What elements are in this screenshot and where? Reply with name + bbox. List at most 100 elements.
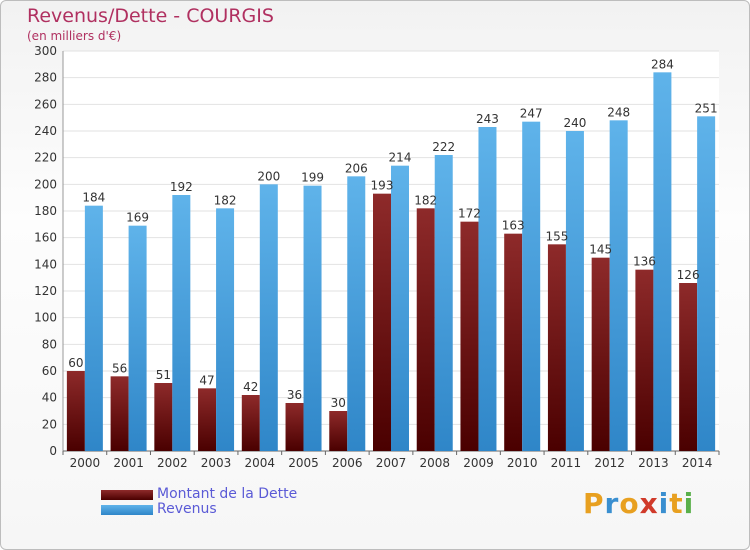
bar-dette — [460, 221, 479, 451]
logo-letter: t — [669, 487, 684, 520]
data-label-dette: 30 — [331, 396, 346, 410]
data-label-revenus: 200 — [257, 169, 280, 183]
bar-revenus — [172, 195, 191, 451]
data-label-revenus: 251 — [695, 101, 718, 115]
y-tick-label: 140 — [34, 257, 57, 271]
bar-dette — [110, 376, 129, 451]
data-label-dette: 163 — [502, 219, 525, 233]
x-tick-label: 2005 — [288, 456, 319, 470]
y-tick-label: 120 — [34, 284, 57, 298]
x-tick-label: 2009 — [463, 456, 494, 470]
logo-letter: x — [639, 487, 659, 520]
chart-title: Revenus/Dette - COURGIS — [27, 5, 274, 27]
x-tick-label: 2006 — [332, 456, 363, 470]
data-label-dette: 155 — [545, 229, 568, 243]
bar-dette — [547, 244, 566, 451]
bar-revenus — [259, 184, 278, 452]
data-label-dette: 51 — [156, 368, 171, 382]
bar-revenus — [391, 165, 409, 451]
x-tick-label: 2008 — [419, 456, 450, 470]
bar-revenus — [216, 208, 235, 451]
bar-revenus — [653, 72, 672, 451]
data-label-revenus: 214 — [389, 151, 412, 165]
x-tick-label: 2001 — [113, 456, 144, 470]
bar-revenus — [84, 205, 103, 451]
bar-dette — [373, 193, 391, 451]
bar-revenus — [347, 176, 366, 452]
x-tick-label: 2014 — [682, 456, 713, 470]
data-label-dette: 56 — [112, 361, 127, 375]
logo-letter: o — [619, 487, 640, 520]
x-tick-label: 2002 — [157, 456, 188, 470]
y-tick-label: 280 — [34, 71, 57, 85]
bar-revenus — [478, 127, 497, 451]
data-label-revenus: 240 — [563, 116, 586, 130]
logo-letter: i — [658, 487, 670, 520]
data-label-revenus: 184 — [82, 191, 105, 205]
data-label-revenus: 247 — [520, 107, 543, 121]
data-label-dette: 47 — [199, 373, 214, 387]
x-tick-label: 2011 — [551, 456, 582, 470]
bar-dette — [679, 283, 698, 451]
y-tick-label: 160 — [34, 231, 57, 245]
axis-layer: 0 20 40 60 80 100 120 140 160 180 200 220 240 260 280 3… — [34, 44, 720, 470]
bar-revenus — [434, 155, 453, 451]
data-label-dette: 145 — [589, 243, 612, 257]
x-tick-label: 2013 — [638, 456, 669, 470]
y-tick-label: 180 — [34, 204, 57, 218]
y-tick-label: 300 — [34, 44, 57, 58]
y-tick-label: 200 — [34, 177, 57, 191]
data-label-revenus: 243 — [476, 112, 499, 126]
data-label-revenus: 222 — [432, 140, 455, 154]
bar-dette — [66, 371, 85, 451]
y-tick-label: 40 — [42, 391, 57, 405]
proxiti-logo: Proxiti — [583, 487, 694, 520]
x-tick-label: 2003 — [201, 456, 232, 470]
x-tick-label: 2007 — [376, 456, 407, 470]
y-tick-label: 260 — [34, 97, 57, 111]
y-tick-label: 80 — [42, 337, 57, 351]
bar-layer — [66, 72, 716, 452]
x-tick-label: 2004 — [245, 456, 276, 470]
data-label-dette: 126 — [677, 268, 700, 282]
bar-dette — [591, 257, 610, 451]
bar-dette — [285, 403, 304, 451]
bar-dette — [241, 395, 260, 451]
bar-revenus — [128, 225, 147, 451]
bar-revenus — [303, 185, 322, 451]
data-label-dette: 42 — [243, 380, 258, 394]
data-label-dette: 193 — [371, 179, 394, 193]
x-tick-label: 2012 — [594, 456, 625, 470]
data-label-revenus: 248 — [607, 105, 630, 119]
y-tick-label: 0 — [49, 444, 57, 458]
data-label-revenus: 182 — [214, 193, 237, 207]
bar-dette — [154, 383, 173, 451]
y-tick-label: 220 — [34, 151, 57, 165]
data-label-dette: 60 — [68, 356, 83, 370]
legend-label-dette: Montant de la Dette — [157, 486, 298, 502]
data-label-revenus: 284 — [651, 57, 674, 71]
bar-revenus — [609, 120, 628, 451]
legend-swatch-revenus — [101, 505, 153, 515]
bar-dette — [635, 269, 654, 451]
y-tick-label: 20 — [42, 417, 57, 431]
bar-revenus — [565, 131, 584, 451]
data-label-dette: 172 — [458, 207, 481, 221]
data-label-revenus: 169 — [126, 211, 149, 225]
y-tick-label: 60 — [42, 364, 57, 378]
y-tick-label: 240 — [34, 124, 57, 138]
logo-letter: r — [604, 487, 620, 520]
logo-letter: i — [683, 487, 695, 520]
chart-subtitle: (en milliers d'€) — [27, 29, 122, 43]
data-label-revenus: 192 — [170, 180, 193, 194]
bar-dette — [329, 411, 348, 451]
data-label-dette: 36 — [287, 388, 302, 402]
bar-dette — [504, 233, 523, 451]
data-label-revenus: 206 — [345, 161, 368, 175]
data-label-dette: 182 — [414, 193, 437, 207]
data-label-dette: 136 — [633, 255, 656, 269]
logo-letter: P — [583, 487, 605, 520]
